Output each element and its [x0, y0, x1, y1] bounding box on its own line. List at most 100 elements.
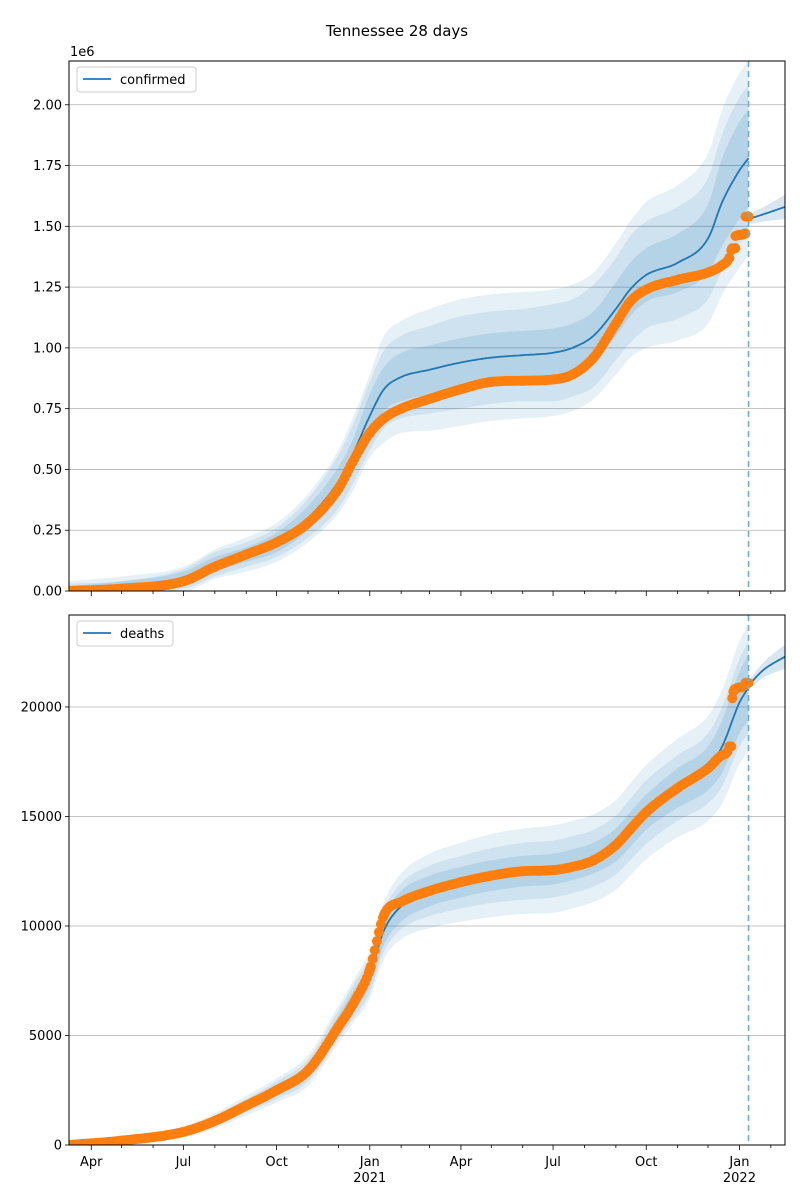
observed-point	[303, 517, 313, 528]
y-tick-label: 1.00	[33, 341, 62, 356]
observed-point	[271, 537, 282, 548]
observed-point	[703, 267, 713, 278]
observed-point	[517, 375, 528, 386]
forecast-line	[748, 206, 785, 220]
observed-point	[548, 374, 559, 385]
x-tick-year-label: 2022	[723, 1171, 756, 1186]
observed-point	[610, 840, 621, 850]
observed-point	[69, 1140, 74, 1145]
legend-label: deaths	[120, 627, 165, 642]
y-tick-label: 0.00	[33, 585, 62, 600]
observed-point	[486, 376, 497, 387]
y-tick-label: 20000	[21, 700, 62, 715]
uncertainty-band	[69, 623, 749, 1145]
axes-frame	[68, 60, 786, 592]
confirmed-offset-label: 1e6	[70, 45, 95, 60]
observed-point	[625, 824, 636, 835]
y-tick-label: 10000	[21, 919, 62, 934]
observed-point	[717, 750, 728, 761]
observed-point	[567, 369, 578, 380]
x-tick-label: Jan	[359, 1155, 380, 1170]
confirmed-legend: confirmed	[76, 66, 197, 93]
plot-series-group	[69, 623, 785, 1145]
observed-point	[724, 252, 735, 263]
deaths-legend: deaths	[76, 620, 174, 647]
observed-point	[517, 866, 528, 877]
observed-point	[333, 483, 344, 494]
y-tick-label: 1.50	[33, 220, 62, 235]
observed-point	[724, 741, 735, 752]
observed-point	[424, 886, 435, 896]
x-tick-label: Apr	[450, 1155, 473, 1170]
legend-box	[76, 66, 197, 93]
observed-point	[347, 457, 358, 468]
y-tick-label: 1.25	[33, 281, 62, 296]
observed-point	[424, 393, 435, 404]
confirmed-plot-area: 0.00 0.25 0.50 0.75 1.00 1.25 1.50 1.75 2.00	[33, 60, 786, 600]
observed-point	[379, 910, 389, 920]
y-tick-label: 15000	[21, 810, 62, 825]
observed-point	[69, 586, 74, 591]
observed-point	[610, 318, 621, 329]
y-tick-label: 2.00	[33, 98, 62, 113]
confirmed-panel: 0.00 0.25 0.50 0.75 1.00 1.25 1.50 1.75 2.00 1e6…	[33, 45, 786, 600]
x-tick-label: Apr	[80, 1155, 103, 1170]
observed-point	[486, 870, 497, 881]
x-tick-year-label: 2021	[353, 1171, 386, 1186]
y-tick-label: 0.75	[33, 402, 62, 417]
observed-point	[364, 964, 375, 975]
x-tick-label: Oct	[635, 1155, 657, 1170]
observed-point	[641, 807, 652, 818]
observed-point	[625, 296, 636, 307]
observed-point	[641, 284, 652, 295]
uncertainty-band	[69, 109, 749, 591]
observed-point	[455, 384, 466, 395]
x-tick-label: Jul	[544, 1155, 561, 1170]
observed-point	[209, 561, 220, 572]
observed-point	[373, 927, 384, 938]
x-tick-label: Oct	[265, 1155, 287, 1170]
uncertainty-band	[69, 85, 749, 591]
observed-point	[739, 228, 750, 239]
legend-box	[76, 620, 174, 647]
observed-point	[116, 1135, 127, 1145]
observed-point	[371, 936, 382, 947]
observed-point	[567, 861, 578, 872]
observed-point	[703, 763, 713, 774]
observed-point	[241, 549, 252, 560]
observed-point	[367, 953, 378, 964]
uncertainty-band	[69, 61, 749, 591]
observed-point	[717, 260, 728, 271]
observed-point	[369, 945, 380, 956]
forecast-line	[747, 655, 785, 686]
observed-point	[116, 583, 127, 591]
observed-point	[271, 1085, 282, 1096]
observed-point	[333, 1021, 344, 1032]
y-tick-label: 1.75	[33, 159, 62, 174]
observed-point	[178, 1126, 189, 1137]
observed-point	[727, 693, 738, 704]
observed-point	[729, 243, 740, 254]
observed-point	[588, 352, 599, 363]
observed-point	[178, 576, 189, 587]
observed-point	[209, 1115, 220, 1126]
axes-frame	[68, 614, 786, 1146]
y-tick-label: 0.25	[33, 524, 62, 539]
observed-point	[588, 855, 599, 866]
observed-point	[743, 677, 754, 688]
observed-point	[672, 274, 683, 285]
y-tick-label: 5000	[29, 1029, 62, 1044]
x-tick-label: Jan	[728, 1155, 749, 1170]
y-tick-label: 0.50	[33, 463, 62, 478]
y-tick-label: 0	[54, 1139, 62, 1154]
observed-point	[241, 1100, 252, 1111]
plot-series-group	[69, 61, 785, 591]
observed-point	[455, 877, 466, 888]
x-tick-label: Jul	[175, 1155, 192, 1170]
observed-point	[396, 896, 407, 907]
observed-point	[347, 999, 358, 1010]
legend-label: confirmed	[120, 73, 186, 88]
